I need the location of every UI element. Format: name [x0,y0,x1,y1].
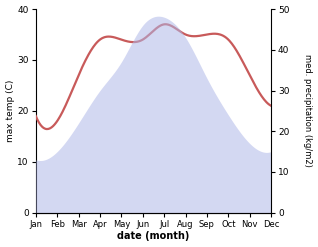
Y-axis label: med. precipitation (kg/m2): med. precipitation (kg/m2) [303,54,313,167]
X-axis label: date (month): date (month) [117,231,190,242]
Y-axis label: max temp (C): max temp (C) [5,80,15,142]
